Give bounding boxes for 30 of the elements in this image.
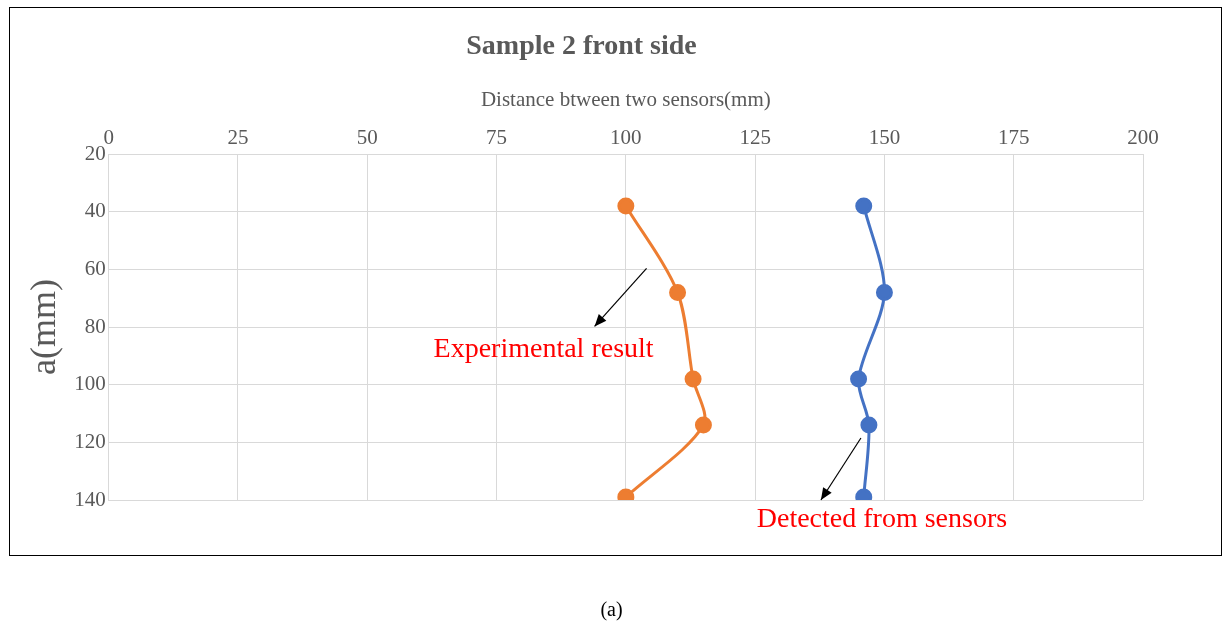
y-tick-label: 40 — [84, 198, 106, 223]
x-tick-label: 0 — [103, 124, 114, 149]
y-tick-label: 100 — [74, 371, 106, 396]
x-tick-label: 175 — [997, 124, 1030, 149]
point — [684, 370, 702, 388]
y-tick-label: 120 — [74, 428, 106, 453]
point — [669, 283, 687, 301]
series-label: Detected from sensors — [756, 502, 1008, 534]
x-tick-label: 100 — [610, 124, 642, 149]
text: (a) — [599, 598, 624, 621]
x-axis-title: Distance btween two sensors(mm) — [480, 86, 771, 111]
x-tick-label: 200 — [1127, 124, 1159, 149]
y-tick-label: 60 — [84, 255, 106, 280]
point — [850, 370, 868, 388]
y-tick-label: 20 — [84, 140, 106, 165]
chart-title: Sample 2 front side — [466, 29, 697, 61]
y-tick-label: 140 — [74, 486, 106, 511]
y-axis-title: a(mm) — [23, 279, 64, 375]
point — [617, 197, 635, 215]
point — [875, 283, 893, 301]
series-label: Experimental result — [433, 331, 654, 363]
point — [860, 416, 878, 434]
x-tick-label: 150 — [868, 124, 901, 149]
x-tick-label: 25 — [227, 124, 249, 149]
point — [694, 416, 712, 434]
x-tick-label: 50 — [356, 124, 378, 149]
point — [855, 197, 873, 215]
y-tick-label: 80 — [84, 313, 106, 338]
x-tick-label: 75 — [486, 124, 508, 149]
x-tick-label: 125 — [739, 124, 771, 149]
